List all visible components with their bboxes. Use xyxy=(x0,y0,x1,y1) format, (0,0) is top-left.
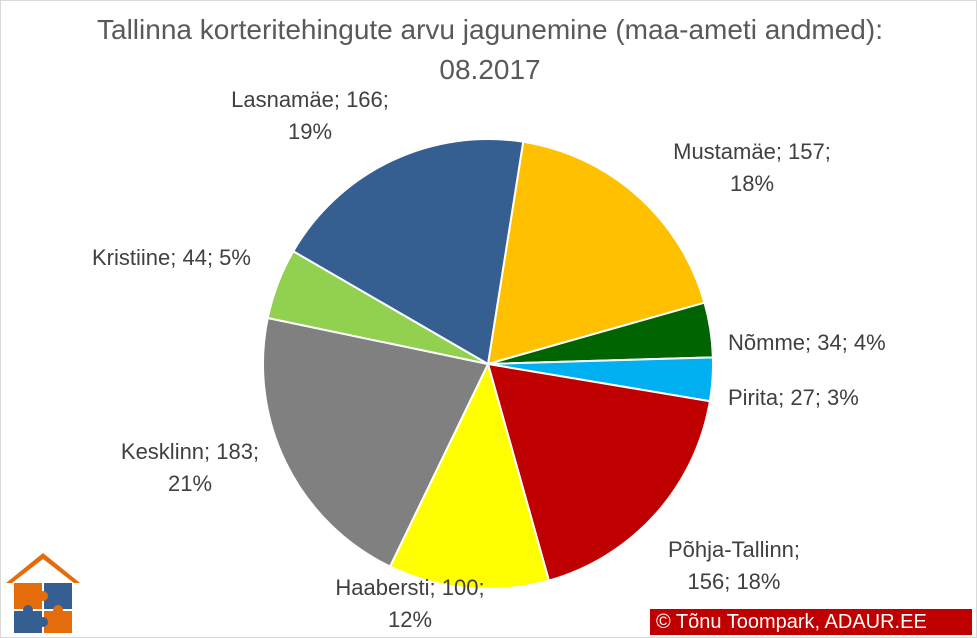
data-label-pirita: Pirita; 27; 3% xyxy=(728,385,859,410)
data-label-haabersti: Haabersti; 100; 12% xyxy=(335,575,485,632)
pie-slice-pohja-tallinn xyxy=(486,362,712,582)
data-label-kristiine: Kristiine; 44; 5% xyxy=(92,245,251,270)
pie-slice-kesklinn xyxy=(262,316,490,568)
copyright-credit[interactable]: © Tõnu Toompark, ADAUR.EE xyxy=(650,609,972,635)
pie-slice-lasnamae xyxy=(291,138,525,366)
data-label-nomme: Nõmme; 34; 4% xyxy=(728,330,886,355)
data-label-lasnamae: Lasnamäe; 166; 19% xyxy=(231,87,389,144)
data-label-mustamae: Mustamäe; 157; 18% xyxy=(673,139,831,196)
chart-title: Tallinna korteritehingute arvu jagunemin… xyxy=(97,14,883,85)
pie-slice-mustamae xyxy=(486,140,706,366)
data-label-kesklinn: Kesklinn; 183; 21% xyxy=(120,439,260,496)
pie-slice-haabersti xyxy=(388,361,551,590)
data-label-pohja-tallinn: Põhja-Tallinn; 156; 18% xyxy=(667,537,801,594)
puzzle-house-logo xyxy=(6,553,80,633)
